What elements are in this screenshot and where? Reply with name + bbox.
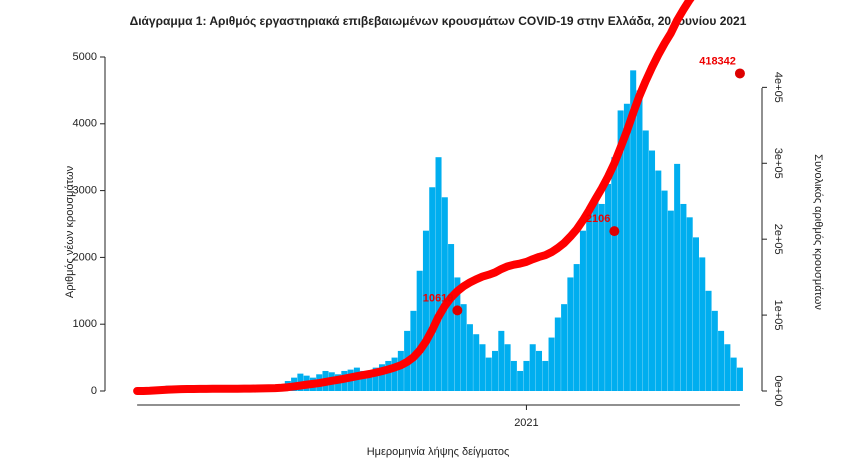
- y-tick-label: 3000: [73, 185, 97, 197]
- annotation: 418342: [699, 55, 736, 67]
- bar: [454, 277, 461, 391]
- bar: [429, 187, 436, 391]
- bar: [730, 357, 737, 391]
- annotation-marker: [734, 68, 745, 79]
- bar: [485, 357, 492, 391]
- y-axis-label: Αριθμός νέων κρουσμάτων: [64, 165, 76, 298]
- y2-tick-label: 0e+00: [772, 376, 784, 407]
- bar: [692, 237, 699, 391]
- y-tick-label: 2000: [73, 251, 97, 263]
- bar: [410, 310, 417, 391]
- bar: [466, 324, 473, 391]
- bar: [642, 130, 649, 392]
- bar: [548, 337, 555, 391]
- bar: [611, 157, 618, 391]
- bar: [736, 367, 743, 391]
- bar: [699, 257, 706, 391]
- bar: [372, 367, 379, 391]
- bar: [623, 103, 630, 391]
- bar: [711, 310, 718, 391]
- bar: [385, 360, 392, 391]
- bar: [416, 270, 423, 391]
- bar: [655, 170, 662, 391]
- bar: [492, 350, 499, 391]
- bar: [573, 264, 580, 391]
- bar: [479, 344, 486, 391]
- bar: [510, 360, 517, 391]
- y-tick-label: 1000: [73, 318, 97, 330]
- bar: [686, 217, 693, 391]
- bar: [397, 350, 404, 391]
- bar: [661, 190, 668, 391]
- bar: [630, 70, 637, 392]
- bar: [366, 372, 373, 391]
- y-tick-label: 0: [91, 385, 97, 397]
- x-axis-label: Ημερομηνία λήψης δείγματος: [367, 446, 510, 458]
- y-tick-label: 5000: [73, 51, 97, 63]
- bar: [441, 197, 448, 391]
- y2-tick-label: 3e+05: [772, 148, 784, 179]
- bar: [567, 277, 574, 391]
- bar: [592, 197, 599, 391]
- x-tick-label: 2021: [514, 417, 538, 429]
- bar: [649, 150, 656, 391]
- bar: [586, 210, 593, 391]
- bar: [724, 344, 731, 391]
- chart-title: Διάγραμμα 1: Αριθμός εργαστηριακά επιβεβ…: [130, 14, 747, 28]
- bar: [636, 90, 643, 392]
- annotation: 10619: [423, 292, 454, 304]
- bar: [473, 334, 480, 391]
- bar: [680, 203, 687, 391]
- bar: [498, 330, 505, 391]
- bar: [542, 360, 549, 391]
- bar: [422, 230, 429, 391]
- annotation: 2106: [586, 213, 610, 225]
- bar: [718, 330, 725, 391]
- bar: [504, 344, 511, 391]
- bar: [667, 210, 674, 391]
- bar: [705, 290, 712, 391]
- cumulative-line: [133, 0, 695, 395]
- bar: [435, 157, 442, 391]
- bar: [391, 357, 398, 391]
- y2-tick-label: 2e+05: [772, 224, 784, 255]
- bar: [561, 304, 568, 391]
- bar: [360, 370, 367, 391]
- bar: [605, 183, 612, 391]
- bar: [529, 344, 536, 391]
- bar: [378, 364, 386, 391]
- bar: [523, 360, 530, 391]
- bar: [617, 110, 624, 391]
- bar: [598, 203, 605, 391]
- bar: [448, 244, 455, 391]
- annotation-marker: [609, 226, 620, 237]
- bar: [579, 230, 586, 391]
- bar: [535, 350, 543, 391]
- bar: [460, 304, 467, 391]
- y2-tick-label: 1e+05: [772, 300, 784, 331]
- bar: [517, 370, 524, 391]
- y2-tick-label: 4e+05: [772, 72, 784, 103]
- bar: [554, 317, 561, 391]
- annotation-marker: [452, 305, 463, 316]
- bar: [674, 163, 681, 391]
- y-tick-label: 4000: [73, 118, 97, 130]
- y2-axis-label: Συνολικός αριθμός κρουσμάτων: [812, 154, 824, 310]
